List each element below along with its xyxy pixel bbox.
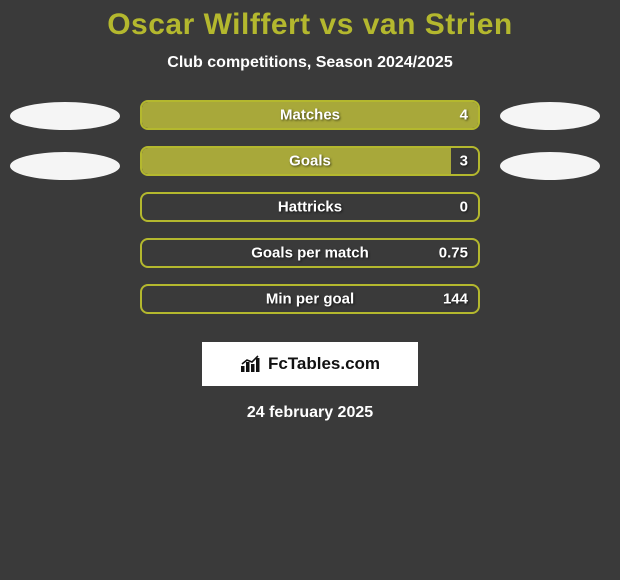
content-row: Matches 4 Goals 3 Hattricks 0 Goals per match 0…	[0, 100, 620, 314]
stat-bar-value: 4	[460, 107, 468, 124]
ellipse-placeholder	[10, 102, 120, 130]
stat-bar: Goals 3	[140, 146, 480, 176]
left-player-col	[10, 100, 120, 180]
stat-bar-value: 0	[460, 199, 468, 216]
stat-bar-label: Hattricks	[278, 199, 342, 216]
stat-bar-label: Goals per match	[251, 245, 369, 262]
stat-bar: Min per goal 144	[140, 284, 480, 314]
ellipse-placeholder	[500, 102, 600, 130]
ellipse-placeholder	[500, 152, 600, 180]
ellipse-placeholder	[10, 152, 120, 180]
logo-text: FcTables.com	[268, 354, 380, 374]
stat-bar-value: 144	[443, 291, 468, 308]
right-player-col	[500, 100, 610, 180]
stat-bar: Matches 4	[140, 100, 480, 130]
stat-bar-value: 3	[460, 153, 468, 170]
comparison-infographic: Oscar Wilffert vs van Strien Club compet…	[0, 0, 620, 422]
stat-bars: Matches 4 Goals 3 Hattricks 0 Goals per match 0…	[140, 100, 480, 314]
stat-bar: Goals per match 0.75	[140, 238, 480, 268]
stat-bar-label: Matches	[280, 107, 340, 124]
stat-bar-value: 0.75	[439, 245, 468, 262]
date-label: 24 february 2025	[0, 404, 620, 422]
chart-icon	[240, 355, 262, 373]
subtitle: Club competitions, Season 2024/2025	[0, 54, 620, 72]
stat-bar-label: Goals	[289, 153, 331, 170]
stat-bar: Hattricks 0	[140, 192, 480, 222]
page-title: Oscar Wilffert vs van Strien	[0, 8, 620, 42]
stat-bar-label: Min per goal	[266, 291, 354, 308]
site-logo: FcTables.com	[202, 342, 418, 386]
